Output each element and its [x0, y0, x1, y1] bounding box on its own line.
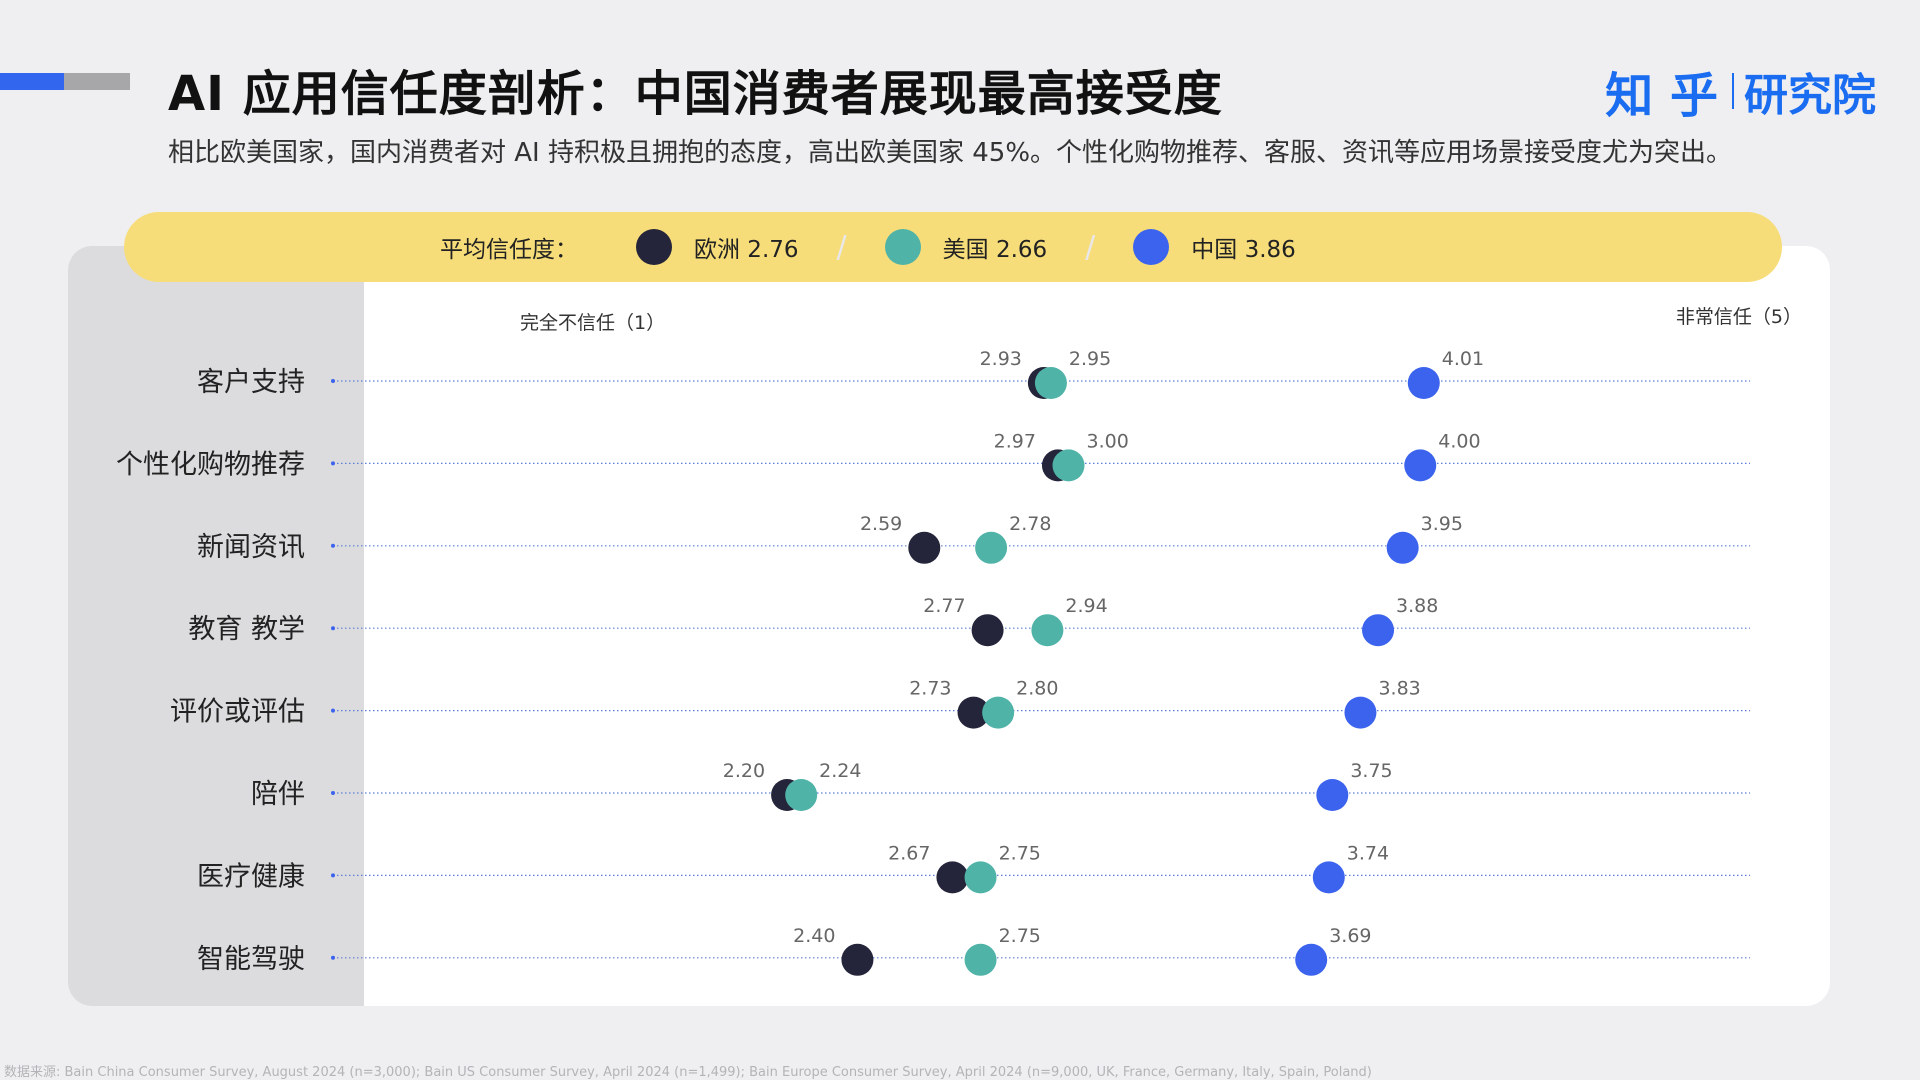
value-label: 2.97 — [994, 430, 1036, 452]
brand-sub-text: 研究院 — [1744, 70, 1876, 121]
value-label: 2.67 — [888, 842, 930, 864]
legend-label-china: 中国 3.86 — [1191, 237, 1296, 263]
data-point-1 — [964, 861, 997, 894]
brand-divider — [1732, 73, 1734, 109]
zhihu-research-logo: 知 乎 研究院 — [1605, 56, 1876, 126]
row-guide-start-dot — [331, 626, 335, 631]
category-label: 陪伴 — [251, 779, 305, 810]
category-label: 智能驾驶 — [197, 944, 305, 975]
data-point-0 — [841, 943, 874, 976]
legend-dot-usa — [884, 229, 921, 265]
data-point-2 — [1312, 861, 1345, 894]
value-label: 2.94 — [1065, 595, 1107, 617]
value-label: 2.24 — [819, 760, 861, 782]
row-guide-start-dot — [331, 873, 335, 878]
data-point-2 — [1316, 779, 1349, 811]
value-label: 3.83 — [1378, 678, 1420, 700]
value-label: 2.93 — [980, 348, 1022, 370]
legend-label-europe: 欧洲 2.76 — [694, 237, 799, 263]
category-label: 评价或评估 — [170, 697, 305, 728]
value-label: 2.40 — [793, 925, 835, 947]
value-label: 2.20 — [723, 760, 765, 782]
value-label: 2.77 — [923, 595, 965, 617]
value-label: 2.95 — [1069, 348, 1111, 370]
category-label: 新闻资讯 — [197, 532, 305, 563]
data-point-2 — [1362, 614, 1395, 647]
value-label: 3.88 — [1396, 595, 1438, 617]
legend-item-europe: 欧洲 2.76 — [636, 229, 799, 265]
brand-main-text: 知 乎 — [1605, 68, 1718, 124]
value-label: 2.75 — [999, 842, 1041, 864]
value-label: 4.00 — [1438, 430, 1480, 452]
data-point-0 — [957, 696, 990, 729]
value-label: 3.95 — [1421, 513, 1463, 535]
data-point-2 — [1295, 943, 1328, 976]
legend-label-usa: 美国 2.66 — [942, 237, 1048, 263]
data-point-2 — [1404, 449, 1437, 482]
legend-bar: 平均信任度： 欧洲 2.76 / 美国 2.66 / 中国 3.86 — [124, 212, 1782, 282]
data-point-0 — [936, 861, 969, 894]
legend-dot-china — [1133, 229, 1170, 265]
value-label: 2.75 — [999, 925, 1041, 947]
axis-max-label: 非常信任（5） — [1676, 306, 1802, 328]
data-point-2 — [1386, 531, 1419, 564]
legend-item-usa: 美国 2.66 — [884, 229, 1048, 265]
value-label: 4.01 — [1442, 348, 1484, 370]
legend-dot-europe — [636, 229, 672, 265]
value-label: 2.73 — [909, 678, 951, 700]
page-title: AI 应用信任度剖析：中国消费者展现最高接受度 — [168, 66, 1223, 122]
accent-bar-gray — [64, 73, 130, 90]
legend-separator: / — [1085, 229, 1096, 265]
row-guide-start-dot — [331, 461, 335, 466]
row-guide-start-dot — [331, 708, 335, 713]
legend-separator: / — [836, 229, 847, 265]
data-point-1 — [982, 696, 1015, 729]
data-source-note: 数据来源: Bain China Consumer Survey, August… — [4, 1065, 1372, 1080]
row-guide-start-dot — [331, 379, 335, 383]
row-guide-start-dot — [331, 955, 335, 960]
category-label: 客户支持 — [197, 367, 305, 398]
value-label: 2.78 — [1009, 513, 1051, 535]
value-label: 2.59 — [860, 513, 902, 535]
value-label: 3.00 — [1087, 430, 1129, 452]
value-label: 3.75 — [1350, 760, 1392, 782]
data-point-1 — [975, 531, 1008, 564]
page-subtitle: 相比欧美国家，国内消费者对 AI 持积极且拥抱的态度，高出欧美国家 45%。个性… — [168, 138, 1733, 168]
category-label: 医疗健康 — [197, 861, 305, 892]
data-point-1 — [1052, 449, 1085, 482]
value-label: 3.69 — [1329, 925, 1371, 947]
data-point-2 — [1407, 367, 1440, 399]
data-point-0 — [971, 614, 1004, 647]
category-label: 个性化购物推荐 — [116, 449, 305, 480]
data-point-1 — [785, 779, 818, 811]
data-point-1 — [1034, 367, 1067, 399]
data-point-0 — [908, 531, 941, 564]
data-point-1 — [1031, 614, 1064, 647]
data-point-2 — [1344, 696, 1377, 729]
data-point-1 — [964, 943, 997, 976]
value-label: 2.80 — [1016, 678, 1058, 700]
category-label: 教育 教学 — [188, 614, 305, 645]
row-guide-start-dot — [331, 791, 335, 795]
legend-title: 平均信任度： — [440, 237, 578, 263]
value-label: 3.74 — [1347, 842, 1389, 864]
category-column-bg — [68, 246, 364, 1006]
axis-min-label: 完全不信任（1） — [520, 312, 665, 334]
legend-item-china: 中国 3.86 — [1133, 229, 1296, 265]
row-guide-start-dot — [331, 543, 335, 548]
accent-bar-blue — [0, 73, 64, 90]
